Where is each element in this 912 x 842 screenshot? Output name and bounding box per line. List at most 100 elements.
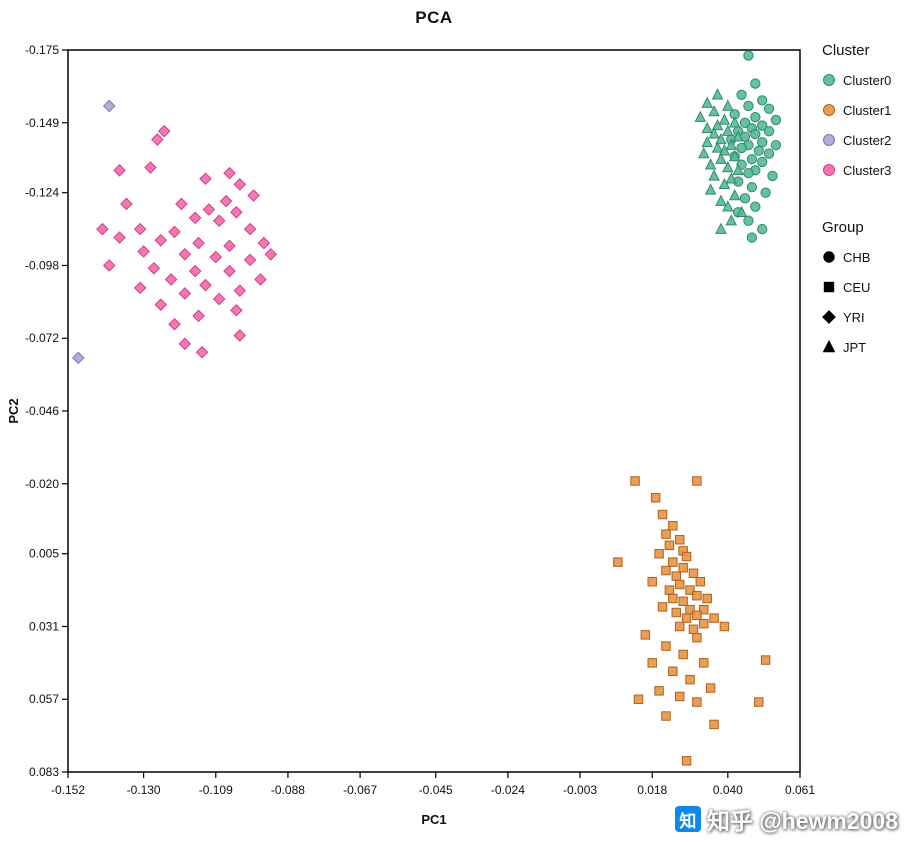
data-point xyxy=(743,50,754,61)
cluster0-swatch-icon xyxy=(823,74,835,86)
data-point xyxy=(701,121,713,134)
data-point xyxy=(705,683,716,693)
data-point xyxy=(192,236,205,250)
data-point xyxy=(188,211,202,225)
data-point xyxy=(753,145,764,156)
data-point xyxy=(671,571,682,581)
data-point xyxy=(732,130,744,142)
cluster2-swatch-icon xyxy=(823,134,835,146)
data-point xyxy=(685,674,695,685)
data-point xyxy=(661,565,671,576)
data-point xyxy=(668,593,678,604)
data-point xyxy=(178,247,192,261)
data-point xyxy=(750,111,761,123)
data-point xyxy=(674,534,685,545)
data-point xyxy=(647,658,657,668)
group-legend-items: CHB CEU YRI JPT xyxy=(822,242,912,362)
data-point xyxy=(154,298,168,311)
series-Cluster2-YRI xyxy=(72,99,116,365)
data-point xyxy=(701,135,713,148)
data-point xyxy=(715,133,727,145)
group-legend-title: Group xyxy=(822,219,864,236)
data-point xyxy=(699,618,709,629)
data-point xyxy=(732,163,744,176)
legend-item-cluster1: Cluster1 xyxy=(822,95,912,125)
data-point xyxy=(754,697,764,707)
data-point xyxy=(613,557,623,567)
data-point xyxy=(674,621,685,632)
data-point xyxy=(770,114,782,126)
y-tick-label: 0.057 xyxy=(29,692,59,706)
data-point xyxy=(699,658,709,668)
data-point xyxy=(718,144,731,156)
x-tick-label: -0.003 xyxy=(563,783,597,797)
data-point xyxy=(681,613,692,623)
legend-label: CHB xyxy=(843,249,871,265)
data-point xyxy=(708,105,720,117)
data-point xyxy=(822,310,836,324)
legend-item-cluster0: Cluster0 xyxy=(822,65,912,95)
data-point xyxy=(760,655,771,665)
data-point xyxy=(199,172,212,186)
data-point xyxy=(657,509,668,520)
data-point xyxy=(681,551,692,562)
data-point xyxy=(739,117,751,128)
series-Cluster3-YRI xyxy=(96,124,278,359)
cluster3-swatch-icon xyxy=(823,164,835,176)
data-point xyxy=(736,89,747,100)
data-point xyxy=(640,630,651,640)
data-point xyxy=(668,557,678,567)
data-point xyxy=(168,317,181,331)
x-tick-label: 0.040 xyxy=(713,783,743,797)
data-point xyxy=(664,585,675,595)
data-point xyxy=(96,222,109,236)
data-point xyxy=(760,187,771,198)
swatch-circle xyxy=(823,74,835,86)
x-tick-label: -0.109 xyxy=(199,783,233,797)
data-point xyxy=(736,142,747,154)
data-point xyxy=(120,197,133,211)
data-point xyxy=(661,641,671,651)
data-point xyxy=(657,602,668,612)
series-Cluster0-JPT xyxy=(694,88,748,234)
data-point xyxy=(701,96,713,108)
data-point xyxy=(650,493,661,503)
legend-label: YRI xyxy=(843,309,865,325)
x-tick-label: -0.067 xyxy=(343,783,377,797)
data-point xyxy=(711,119,724,131)
y-tick-label: 0.083 xyxy=(29,765,59,779)
chart-title: PCA xyxy=(415,8,453,27)
x-axis-label: PC1 xyxy=(421,812,447,827)
data-point xyxy=(699,604,709,615)
data-point xyxy=(247,189,260,202)
legend-item-ceu: CEU xyxy=(822,272,912,302)
data-point xyxy=(692,590,702,601)
data-point xyxy=(175,197,188,211)
data-point xyxy=(685,585,695,595)
data-point xyxy=(722,161,734,173)
legend-item-cluster3: Cluster3 xyxy=(822,155,912,185)
data-point xyxy=(223,239,236,253)
y-axis-label: PC2 xyxy=(6,398,21,424)
data-point xyxy=(199,278,212,292)
data-point xyxy=(678,562,688,573)
data-point xyxy=(718,177,731,190)
cluster-legend-title: Cluster xyxy=(822,42,870,59)
data-point xyxy=(822,340,836,353)
data-point xyxy=(668,666,678,676)
data-point xyxy=(757,120,768,131)
data-point xyxy=(694,110,707,122)
data-point xyxy=(633,694,644,704)
data-point xyxy=(709,719,719,730)
data-point xyxy=(722,200,734,212)
x-tick-label: -0.130 xyxy=(127,783,161,797)
y-tick-label: -0.149 xyxy=(25,116,59,130)
data-point xyxy=(695,576,706,587)
data-point xyxy=(757,95,768,106)
data-point xyxy=(113,164,126,177)
data-point xyxy=(722,124,734,136)
data-point xyxy=(823,281,835,293)
data-point xyxy=(137,245,150,258)
y-tick-label: -0.098 xyxy=(25,258,59,272)
